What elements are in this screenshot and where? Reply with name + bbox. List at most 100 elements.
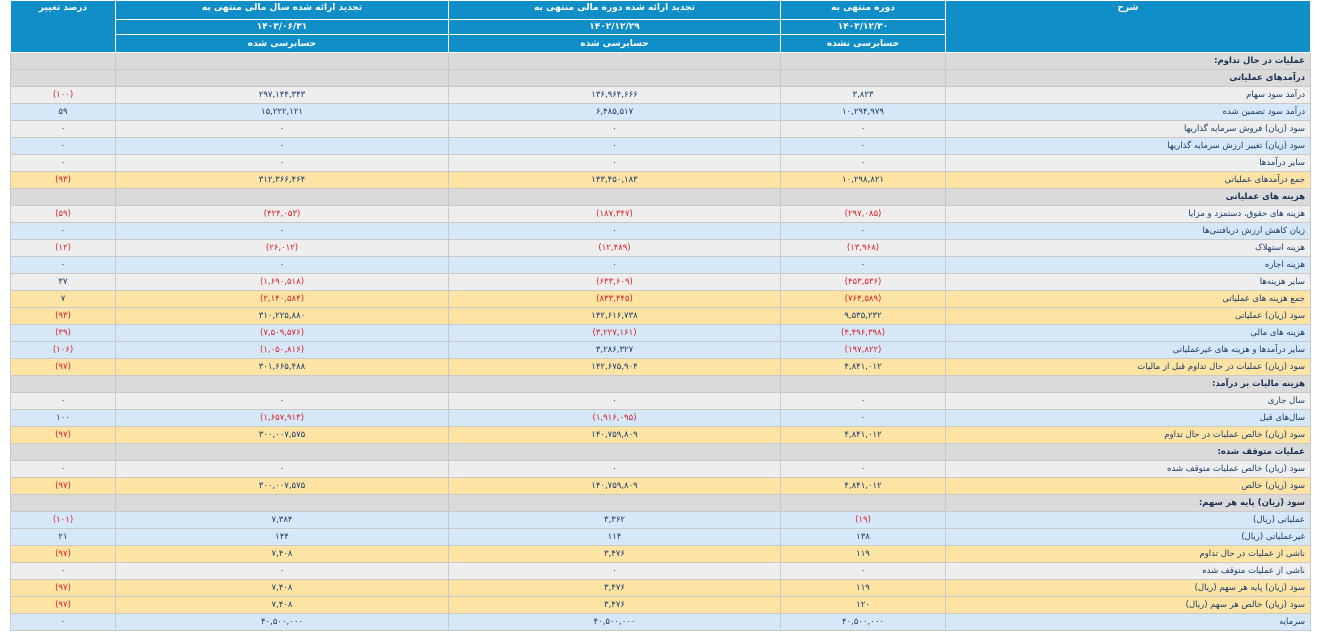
header-row-titles: شرح دوره منتهی به تجدید ارائه شده دوره م… xyxy=(10,0,1311,53)
empty-cell xyxy=(780,494,946,512)
row-description: سود (زیان) عملیات در حال تداوم قبل از ما… xyxy=(945,358,1311,376)
change-percent: ۰ xyxy=(10,154,116,172)
value-year-restated: (۴۲۴,۰۵۳) xyxy=(115,205,449,223)
table-row: سایر درآمدها و هزینه های غیرعملیاتی (۱۹۷,… xyxy=(10,341,1311,359)
table-row: سود (زیان) پایه هر سهم (ریال) ۱۱۹ ۳,۴۷۶ ۷,۴… xyxy=(10,579,1311,597)
row-description: سایر هزینه‌ها xyxy=(945,273,1311,291)
table-row: سال‌های قبل ۰ (۱,۹۱۶,۰۹۵) (۱,۶۵۷,۹۱۳) ۱۰۰ xyxy=(10,409,1311,427)
value-year-restated: ۷,۳۸۴ xyxy=(115,511,449,529)
value-period-current: (۱۳,۹۶۸) xyxy=(780,239,946,257)
table-row: زیان کاهش ارزش دریافتنی‌ها ۰ ۰ ۰ ۰ xyxy=(10,222,1311,240)
value-period-current: ۰ xyxy=(780,120,946,138)
value-period-current: (۷۶۴,۵۸۹) xyxy=(780,290,946,308)
change-percent: ۰ xyxy=(10,562,116,580)
empty-cell xyxy=(448,69,781,87)
row-description: سود (زیان) عملیاتی xyxy=(945,307,1311,325)
row-description: سود (زیان) خالص عملیات در حال تداوم xyxy=(945,426,1311,444)
change-percent: (۹۷) xyxy=(10,545,116,563)
header-change: درصد تغییر xyxy=(10,0,116,53)
section-title: عملیات در حال تداوم: xyxy=(945,52,1311,70)
row-description: سود (زیان) خالص هر سهم (ریال) xyxy=(945,596,1311,614)
table-row: سایر درآمدها ۰ ۰ ۰ ۰ xyxy=(10,154,1311,172)
header-col2-status: حسابرسی شده xyxy=(448,34,781,53)
change-percent: (۹۳) xyxy=(10,171,116,189)
value-year-restated: (۲,۱۴۰,۵۸۴) xyxy=(115,290,449,308)
row-description: غیرعملیاتی (ریال) xyxy=(945,528,1311,546)
value-period-current: (۴,۴۹۶,۳۹۸) xyxy=(780,324,946,342)
change-percent: (۹۷) xyxy=(10,477,116,495)
row-description: سود (زیان) پایه هر سهم (ریال) xyxy=(945,579,1311,597)
section-header-row: عملیات در حال تداوم: xyxy=(10,52,1311,70)
value-period-restated: ۱۴۲,۶۷۵,۹۰۴ xyxy=(448,358,781,376)
value-period-current: ۱۰,۲۹۴,۹۷۹ xyxy=(780,103,946,121)
value-period-restated: ۱۴۰,۷۵۹,۸۰۹ xyxy=(448,426,781,444)
change-percent: (۱۰۶) xyxy=(10,341,116,359)
table-row: ناشی از عملیات در حال تداوم ۱۱۹ ۳,۴۷۶ ۷,۴۰۸… xyxy=(10,545,1311,563)
table-row: سایر هزینه‌ها (۴۵۳,۵۳۶) (۶۳۳,۶۰۹) (۱,۶۹۰,۵۱… xyxy=(10,273,1311,291)
empty-cell xyxy=(10,443,116,461)
empty-cell xyxy=(10,494,116,512)
value-period-current: ۰ xyxy=(780,392,946,410)
value-year-restated: ۷,۴۰۸ xyxy=(115,596,449,614)
table-row: جمع درآمدهای عملیاتی ۱۰,۲۹۸,۸۲۱ ۱۴۳,۴۵۰,۱۸… xyxy=(10,171,1311,189)
change-percent: (۹۷) xyxy=(10,596,116,614)
value-period-restated: ۰ xyxy=(448,222,781,240)
value-period-restated: (۳,۲۲۷,۱۶۱) xyxy=(448,324,781,342)
table-row: غیرعملیاتی (ریال) ۱۳۸ ۱۱۴ ۱۴۴ ۲۱ xyxy=(10,528,1311,546)
value-period-current: (۴۵۳,۵۳۶) xyxy=(780,273,946,291)
value-year-restated: ۱۴۴ xyxy=(115,528,449,546)
empty-cell xyxy=(10,375,116,393)
value-period-current: ۱۲۰ xyxy=(780,596,946,614)
value-year-restated: ۰ xyxy=(115,460,449,478)
change-percent: (۱۰۱) xyxy=(10,511,116,529)
value-year-restated: ۳۰۱,۶۶۵,۴۸۸ xyxy=(115,358,449,376)
value-period-restated: ۱۴۲,۶۱۶,۷۳۸ xyxy=(448,307,781,325)
value-period-current: ۴,۸۴۱,۰۱۲ xyxy=(780,358,946,376)
header-col3-date: ۱۴۰۳/۰۶/۳۱ xyxy=(115,19,449,35)
change-percent: (۱۲) xyxy=(10,239,116,257)
empty-cell xyxy=(10,69,116,87)
section-title: هزینه مالیات بر درآمد: xyxy=(945,375,1311,393)
value-period-restated: ۳,۴۷۶ xyxy=(448,579,781,597)
value-year-restated: ۳۰۰,۰۰۷,۵۷۵ xyxy=(115,477,449,495)
header-col3-title: تجدید ارائه شده سال مالی منتهی به xyxy=(115,0,449,20)
row-description: سایر درآمدها xyxy=(945,154,1311,172)
change-percent: ۰ xyxy=(10,256,116,274)
empty-cell xyxy=(448,375,781,393)
value-period-restated: ۰ xyxy=(448,154,781,172)
value-period-current: ۱۰,۲۹۸,۸۲۱ xyxy=(780,171,946,189)
change-percent: ۷ xyxy=(10,290,116,308)
value-period-restated: ۶,۴۸۵,۵۱۷ xyxy=(448,103,781,121)
value-year-restated: ۰ xyxy=(115,137,449,155)
change-percent: (۹۷) xyxy=(10,426,116,444)
table-row: سود (زیان) فروش سرمایه گذاریها ۰ ۰ ۰ ۰ xyxy=(10,120,1311,138)
row-description: هزینه های مالی xyxy=(945,324,1311,342)
value-period-restated: (۱۸۷,۳۴۷) xyxy=(448,205,781,223)
value-period-restated: ۳,۳۶۲ xyxy=(448,511,781,529)
table-row: سود (زیان) خالص هر سهم (ریال) ۱۲۰ ۳,۴۷۶ ۷,۴… xyxy=(10,596,1311,614)
value-period-current: (۲۹۷,۰۸۵) xyxy=(780,205,946,223)
change-percent: ۲۱ xyxy=(10,528,116,546)
empty-cell xyxy=(780,375,946,393)
change-percent: ۳۷ xyxy=(10,273,116,291)
row-description: هزینه اجاره xyxy=(945,256,1311,274)
value-year-restated: ۲۹۷,۱۴۴,۳۴۳ xyxy=(115,86,449,104)
statement-body: عملیات در حال تداوم: درآمدهای عملیاتی درآم… xyxy=(10,52,1311,631)
value-period-restated: ۳,۲۸۶,۳۲۷ xyxy=(448,341,781,359)
row-description: جمع هزینه های عملیاتی xyxy=(945,290,1311,308)
value-period-current: ۱۱۹ xyxy=(780,545,946,563)
empty-cell xyxy=(780,52,946,70)
value-period-current: ۰ xyxy=(780,137,946,155)
section-title: عملیات متوقف شده: xyxy=(945,443,1311,461)
value-year-restated: ۰ xyxy=(115,562,449,580)
value-period-restated: ۱۴۳,۴۵۰,۱۸۳ xyxy=(448,171,781,189)
row-description: عملیاتی (ریال) xyxy=(945,511,1311,529)
value-year-restated: ۳۱۲,۳۶۶,۴۶۴ xyxy=(115,171,449,189)
table-row: هزینه استهلاک (۱۳,۹۶۸) (۱۲,۴۸۹) (۲۶,۰۱۲) (۱۲… xyxy=(10,239,1311,257)
value-period-current: ۰ xyxy=(780,562,946,580)
empty-cell xyxy=(115,69,449,87)
table-row: سرمایه ۴۰,۵۰۰,۰۰۰ ۴۰,۵۰۰,۰۰۰ ۴۰,۵۰۰,۰۰۰ ۰ xyxy=(10,613,1311,631)
value-period-restated: ۰ xyxy=(448,137,781,155)
table-row: عملیاتی (ریال) (۱۹) ۳,۳۶۲ ۷,۳۸۴ (۱۰۱) xyxy=(10,511,1311,529)
section-header-row: درآمدهای عملیاتی xyxy=(10,69,1311,87)
